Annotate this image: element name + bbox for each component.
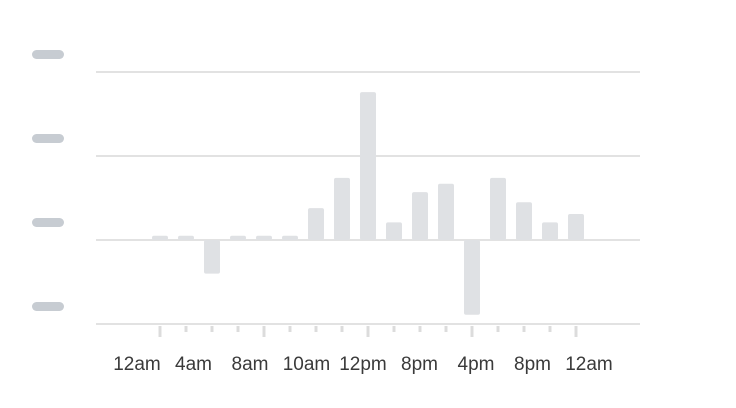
bar bbox=[256, 235, 272, 240]
bar bbox=[568, 213, 584, 240]
x-tick-label: 8pm bbox=[401, 354, 438, 375]
x-tick-label: 12am bbox=[565, 354, 613, 375]
y-label-placeholder bbox=[32, 134, 64, 143]
bar bbox=[516, 202, 532, 240]
bar bbox=[438, 183, 454, 240]
y-label-placeholder bbox=[32, 218, 64, 227]
bar bbox=[542, 222, 558, 240]
bar bbox=[386, 222, 402, 240]
bar bbox=[334, 177, 350, 240]
x-tick-label: 10am bbox=[283, 354, 331, 375]
bar bbox=[152, 235, 168, 240]
bar bbox=[490, 177, 506, 240]
x-tick-label: 4am bbox=[175, 354, 212, 375]
y-label-placeholder bbox=[32, 50, 64, 59]
x-tick-label: 4pm bbox=[458, 354, 495, 375]
bar bbox=[204, 240, 220, 274]
y-label-placeholder bbox=[32, 302, 64, 311]
bar bbox=[308, 208, 324, 240]
bar bbox=[412, 192, 428, 240]
x-tick-label: 12am bbox=[113, 354, 161, 375]
x-tick-label: 8am bbox=[232, 354, 269, 375]
bar bbox=[464, 240, 480, 315]
bar bbox=[230, 235, 246, 240]
x-tick-label: 8pm bbox=[514, 354, 551, 375]
x-tick-label: 12pm bbox=[339, 354, 387, 375]
bar bbox=[360, 92, 376, 240]
bar bbox=[282, 235, 298, 240]
bar bbox=[178, 235, 194, 240]
